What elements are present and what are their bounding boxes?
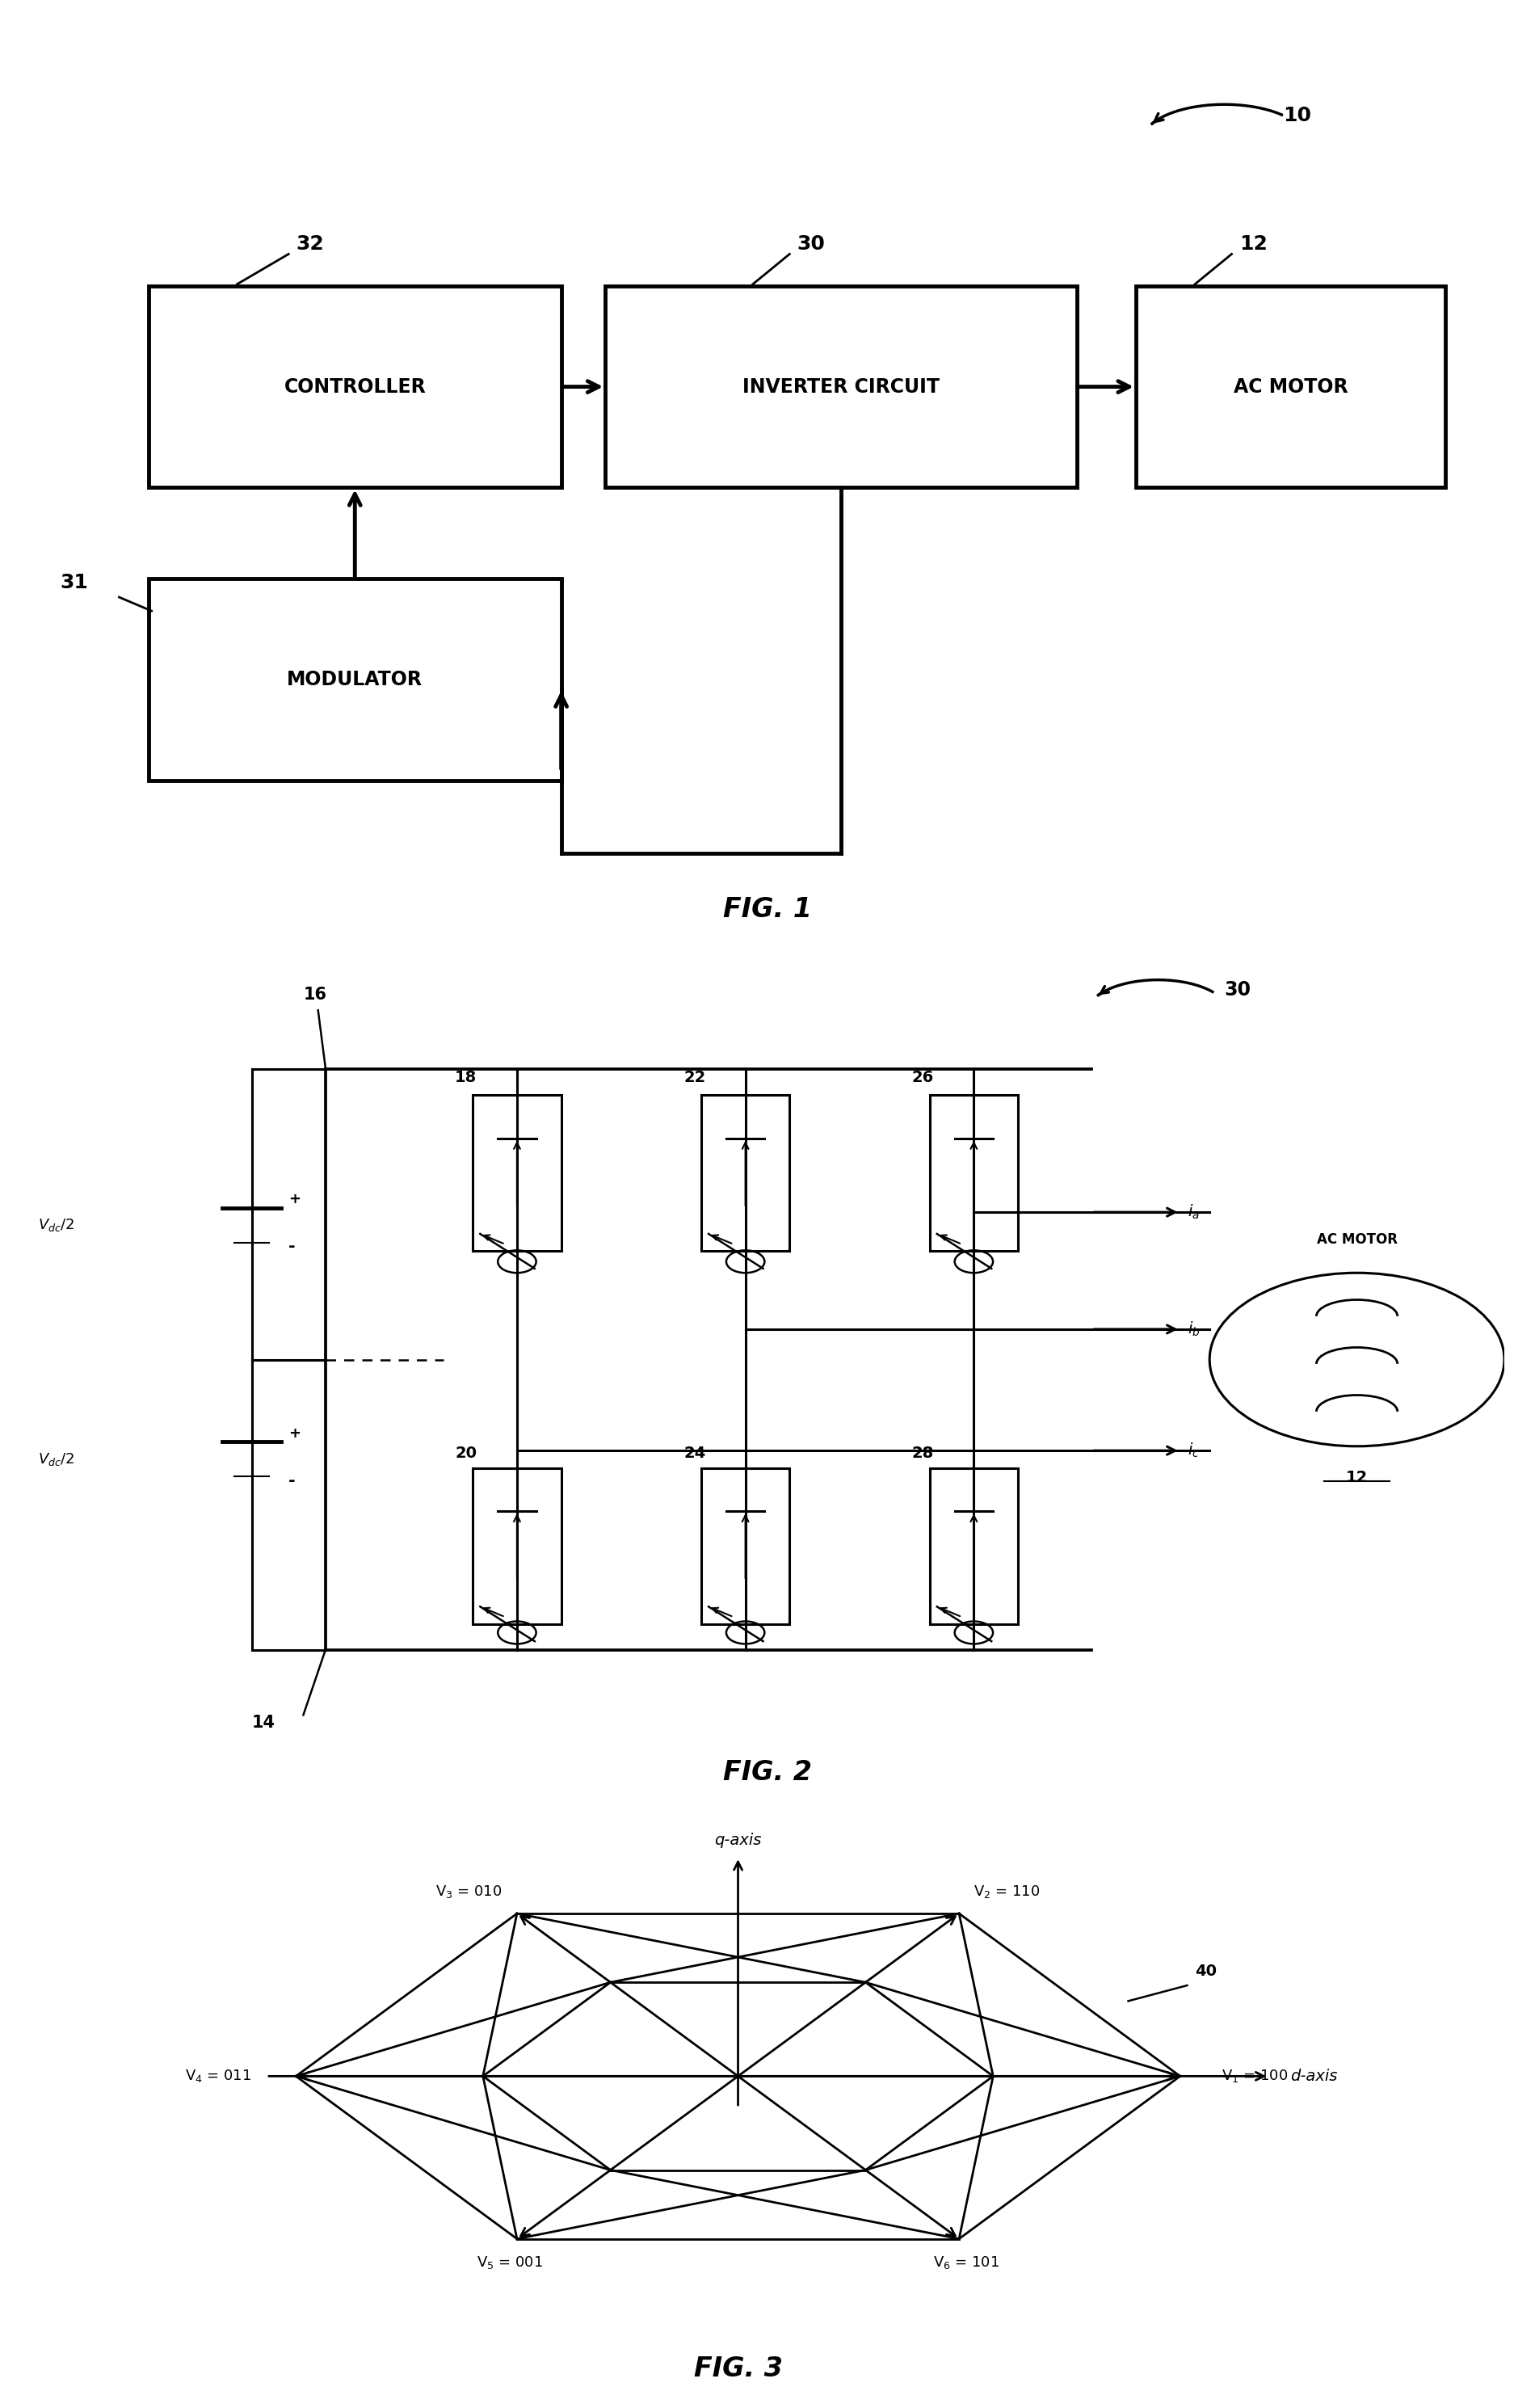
FancyBboxPatch shape: [605, 287, 1078, 486]
Text: d-axis: d-axis: [1291, 2068, 1339, 2083]
FancyBboxPatch shape: [149, 287, 562, 486]
Text: CONTROLLER: CONTROLLER: [284, 378, 425, 397]
Text: 22: 22: [683, 1069, 706, 1086]
Text: 12: 12: [1239, 234, 1268, 253]
FancyBboxPatch shape: [473, 1469, 562, 1623]
Text: V$_1$ = 100: V$_1$ = 100: [1222, 2068, 1288, 2085]
FancyBboxPatch shape: [1136, 287, 1446, 486]
Text: V$_5$ = 001: V$_5$ = 001: [476, 2254, 543, 2271]
FancyBboxPatch shape: [930, 1096, 1018, 1252]
Text: V$_6$ = 101: V$_6$ = 101: [933, 2254, 999, 2271]
FancyBboxPatch shape: [930, 1469, 1018, 1623]
Text: 28: 28: [912, 1445, 933, 1462]
Text: V$_4$ = 011: V$_4$ = 011: [186, 2068, 252, 2085]
Text: 14: 14: [252, 1714, 275, 1731]
Text: FIG. 1: FIG. 1: [723, 896, 812, 922]
Text: 31: 31: [60, 573, 89, 592]
FancyBboxPatch shape: [473, 1096, 562, 1252]
Text: +: +: [289, 1192, 301, 1206]
Text: 40: 40: [1194, 1965, 1216, 1979]
Text: 32: 32: [296, 234, 324, 253]
Text: $i_a$: $i_a$: [1188, 1204, 1199, 1221]
Text: $V_{dc}/2$: $V_{dc}/2$: [38, 1452, 74, 1466]
Text: 18: 18: [454, 1069, 477, 1086]
Text: 16: 16: [304, 987, 327, 1004]
Text: $i_c$: $i_c$: [1188, 1442, 1199, 1459]
Text: FIG. 2: FIG. 2: [723, 1758, 812, 1787]
Text: INVERTER CIRCUIT: INVERTER CIRCUIT: [743, 378, 939, 397]
Text: 20: 20: [454, 1445, 477, 1462]
Text: AC MOTOR: AC MOTOR: [1234, 378, 1348, 397]
Text: 10: 10: [1283, 106, 1311, 125]
Text: V$_2$ = 110: V$_2$ = 110: [973, 1883, 1041, 1900]
Text: -: -: [289, 1474, 296, 1488]
Text: FIG. 3: FIG. 3: [694, 2355, 783, 2382]
FancyBboxPatch shape: [701, 1469, 789, 1623]
Text: V$_3$ = 010: V$_3$ = 010: [436, 1883, 502, 1900]
Text: $i_b$: $i_b$: [1188, 1320, 1200, 1339]
Text: 30: 30: [797, 234, 826, 253]
Text: MODULATOR: MODULATOR: [287, 669, 422, 689]
Text: 30: 30: [1225, 980, 1251, 999]
Text: 26: 26: [912, 1069, 933, 1086]
FancyBboxPatch shape: [701, 1096, 789, 1252]
Text: $V_{dc}/2$: $V_{dc}/2$: [38, 1216, 74, 1233]
Text: q-axis: q-axis: [714, 1832, 761, 1847]
FancyBboxPatch shape: [149, 578, 562, 780]
Text: AC MOTOR: AC MOTOR: [1317, 1233, 1397, 1247]
Text: +: +: [289, 1426, 301, 1440]
Text: -: -: [289, 1238, 296, 1255]
Text: 24: 24: [683, 1445, 706, 1462]
Text: 12: 12: [1346, 1469, 1368, 1486]
